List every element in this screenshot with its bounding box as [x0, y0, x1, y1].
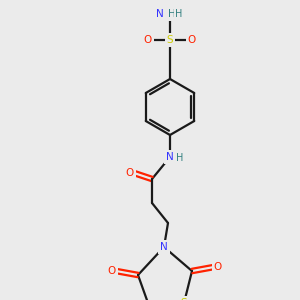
Text: H: H [175, 9, 183, 19]
Text: N: N [156, 9, 164, 19]
Text: O: O [188, 35, 196, 45]
Text: N: N [160, 242, 168, 252]
Text: S: S [181, 298, 187, 300]
Text: O: O [126, 168, 134, 178]
Text: S: S [167, 35, 173, 45]
Text: H: H [168, 9, 176, 19]
Text: O: O [144, 35, 152, 45]
Text: N: N [166, 152, 174, 162]
Text: H: H [176, 153, 184, 163]
Text: O: O [108, 266, 116, 276]
Text: O: O [214, 262, 222, 272]
